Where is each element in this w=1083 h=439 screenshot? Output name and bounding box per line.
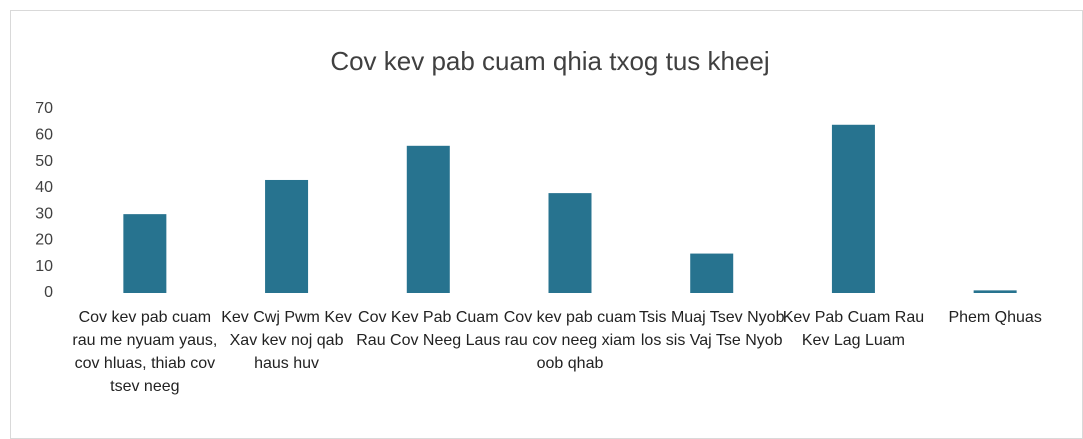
- bar: [548, 193, 592, 293]
- bar: [406, 145, 450, 293]
- y-tick-label: 0: [44, 284, 53, 301]
- x-tick-label: Kev Pab Cuam Rau Kev Lag Luam: [782, 309, 925, 349]
- y-tick-label: 70: [35, 100, 53, 117]
- x-tick-label: Kev Cwj Pwm Kev Xav kev noj qab haus huv: [221, 309, 352, 372]
- y-tick-label: 10: [35, 258, 53, 275]
- chart-title: Cov kev pab cuam qhia txog tus kheej: [330, 46, 769, 76]
- bar: [831, 124, 875, 294]
- x-tick-label: Cov kev pab cuam rau cov neeg xiam oob q…: [503, 309, 637, 372]
- x-tick-label: Phem Qhuas: [948, 309, 1042, 326]
- y-tick-label: 40: [35, 179, 53, 196]
- y-tick-label: 50: [35, 153, 53, 170]
- bar: [265, 179, 309, 293]
- bar: [690, 253, 734, 293]
- y-tick-label: 60: [35, 127, 53, 144]
- y-tick-label: 30: [35, 205, 53, 222]
- x-tick-label: Cov Kev Pab Cuam Rau Cov Neeg Laus: [356, 309, 501, 349]
- x-tick-label: Cov kev pab cuam rau me nyuam yaus, cov …: [72, 309, 218, 395]
- bar: [973, 290, 1017, 293]
- y-tick-label: 20: [35, 232, 53, 249]
- x-tick-label: Tsis Muaj Tsev Nyob los sis Vaj Tse Nyob: [638, 309, 785, 349]
- bar: [123, 214, 167, 293]
